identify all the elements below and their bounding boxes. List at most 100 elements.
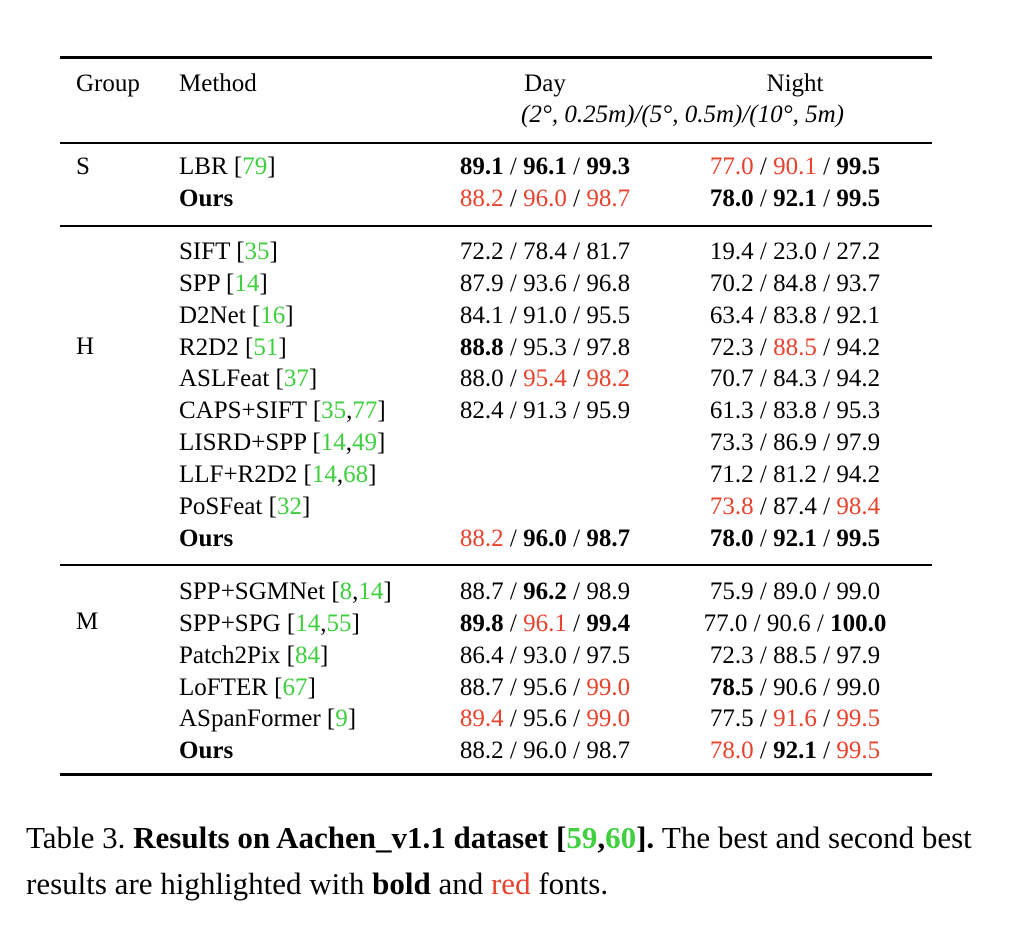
metric-value: 88.5 — [773, 641, 817, 669]
header-day: Day — [524, 70, 566, 97]
night-cell: 78.0 / 92.1 / 99.5 — [709, 184, 881, 212]
night-cell: 63.4 / 83.8 / 92.1 — [709, 301, 881, 329]
method-cell: Ours — [179, 184, 234, 212]
metric-value: 99.5 — [836, 153, 881, 180]
citation-link[interactable]: 35 — [244, 238, 270, 265]
table-row: LoFTER [67] 88.7 / 95.6 / 99.0 78.5 / 90.6… — [0, 672, 1032, 704]
metric-value: 98.9 — [586, 578, 631, 605]
metric-value: 100.0 — [830, 609, 887, 637]
metric-value: 99.5 — [836, 737, 881, 765]
metric-value: 95.3 — [836, 397, 881, 425]
metric-value: 72.2 — [459, 238, 504, 265]
metric-value: 89.1 — [459, 153, 504, 180]
metric-value: 90.1 — [773, 153, 817, 180]
metric-value: 92.1 — [773, 737, 817, 765]
caption-sentence: The best and second best results are hig… — [26, 820, 972, 901]
citation-link[interactable]: 16 — [260, 301, 286, 329]
citation-link[interactable]: 14 — [358, 578, 384, 605]
citation-link[interactable]: 55 — [326, 609, 352, 637]
metric-value: 78.0 — [709, 524, 754, 552]
metric-value: 94.2 — [836, 333, 881, 361]
citation-link[interactable]: 77 — [352, 397, 378, 425]
method-cell: Ours — [179, 737, 234, 765]
day-cell: 89.1 / 96.1 / 99.3 — [459, 153, 631, 180]
metric-value: 99.0 — [586, 705, 631, 733]
caption-ref-60[interactable]: 60 — [605, 820, 637, 855]
citation-link[interactable]: 14 — [311, 460, 337, 488]
metric-value: 88.5 — [773, 333, 817, 361]
metric-value: 95.6 — [523, 705, 567, 733]
metric-value: 97.9 — [836, 429, 881, 457]
citation-link[interactable]: 67 — [282, 673, 308, 701]
citation-link[interactable]: 49 — [351, 429, 377, 457]
metric-value: 89.4 — [459, 705, 504, 733]
citation-link[interactable]: 37 — [283, 365, 309, 393]
metric-value: 72.3 — [709, 641, 754, 669]
table-row: PoSFeat [32] 73.8 / 87.4 / 98.4 — [0, 491, 1032, 523]
metric-value: 99.5 — [836, 705, 881, 733]
metric-value: 19.4 — [709, 238, 754, 265]
metric-value: 91.6 — [773, 705, 817, 733]
method-cell: SPP+SPG [14,55] — [179, 609, 360, 637]
metric-value: 97.9 — [836, 641, 881, 669]
day-cell: 88.2 / 96.0 / 98.7 — [459, 737, 631, 765]
table-row: SPP+SGMNet [8,14] 88.7 / 96.2 / 98.9 75.9 … — [0, 576, 1032, 608]
metric-value: 81.7 — [586, 238, 631, 265]
metric-value: 95.5 — [586, 301, 631, 329]
metric-value: 86.4 — [459, 641, 504, 669]
citation-link[interactable]: 79 — [242, 153, 268, 180]
metric-value: 97.5 — [586, 641, 631, 669]
citation-link[interactable]: 84 — [294, 641, 320, 669]
method-cell: LoFTER [67] — [179, 673, 316, 701]
day-cell: 88.2 / 96.0 / 98.7 — [459, 524, 631, 552]
metric-value: 23.0 — [773, 238, 817, 265]
method-cell: Patch2Pix [84] — [179, 641, 329, 669]
metric-value: 71.2 — [709, 460, 754, 488]
metric-value: 89.8 — [459, 609, 504, 637]
citation-link[interactable]: 14 — [234, 269, 260, 297]
metric-value: 70.2 — [709, 269, 754, 297]
metric-value: 87.9 — [459, 269, 504, 297]
night-cell: 78.0 / 92.1 / 99.5 — [709, 737, 881, 765]
day-cell: 72.2 / 78.4 / 81.7 — [459, 238, 631, 265]
metric-value: 82.4 — [459, 397, 504, 425]
metric-value: 92.1 — [836, 301, 881, 329]
group-label-h: H — [76, 333, 95, 360]
metric-value: 96.0 — [523, 524, 567, 552]
method-cell: CAPS+SIFT [35,77] — [179, 397, 386, 425]
method-cell: LLF+R2D2 [14,68] — [179, 460, 377, 488]
metric-value: 86.9 — [773, 429, 817, 457]
citation-link[interactable]: 14 — [295, 609, 321, 637]
metric-value: 98.7 — [586, 524, 631, 552]
metric-value: 97.8 — [586, 333, 631, 361]
citation-link[interactable]: 8 — [339, 578, 353, 605]
table-row: D2Net [16] 84.1 / 91.0 / 95.5 63.4 / 83.8 … — [0, 300, 1032, 332]
caption-ref-59[interactable]: 59 — [566, 820, 598, 855]
night-cell: 70.2 / 84.8 / 93.7 — [709, 269, 881, 297]
metric-value: 77.0 — [703, 609, 748, 637]
table-top-rule — [60, 56, 932, 59]
citation-link[interactable]: 51 — [253, 333, 279, 361]
citation-link[interactable]: 14 — [320, 429, 346, 457]
citation-link[interactable]: 68 — [343, 460, 369, 488]
citation-link[interactable]: 9 — [335, 705, 348, 733]
metric-value: 91.3 — [523, 397, 567, 425]
metric-value: 63.4 — [709, 301, 754, 329]
table-row: SPP [14] 87.9 / 93.6 / 96.8 70.2 / 84.8 / … — [0, 268, 1032, 300]
citation-link[interactable]: 35 — [321, 397, 347, 425]
method-cell: Ours — [179, 524, 234, 552]
metric-value: 88.7 — [459, 673, 504, 701]
citation-link[interactable]: 32 — [276, 492, 302, 520]
method-cell: LBR [79] — [179, 153, 276, 180]
metric-value: 92.1 — [773, 524, 817, 552]
method-cell: LISRD+SPP [14,49] — [179, 429, 386, 457]
metric-value: 90.6 — [766, 609, 811, 637]
night-cell: 75.9 / 89.0 / 99.0 — [709, 578, 881, 605]
metric-value: 94.2 — [836, 365, 881, 393]
metric-value: 61.3 — [709, 397, 754, 425]
night-cell: 73.3 / 86.9 / 97.9 — [709, 429, 881, 457]
table-header-rule — [60, 142, 932, 144]
metric-value: 96.2 — [523, 578, 567, 605]
caption-title: Results on Aachen_v1.1 dataset [59,60]. — [133, 820, 655, 855]
metric-value: 94.2 — [836, 460, 881, 488]
